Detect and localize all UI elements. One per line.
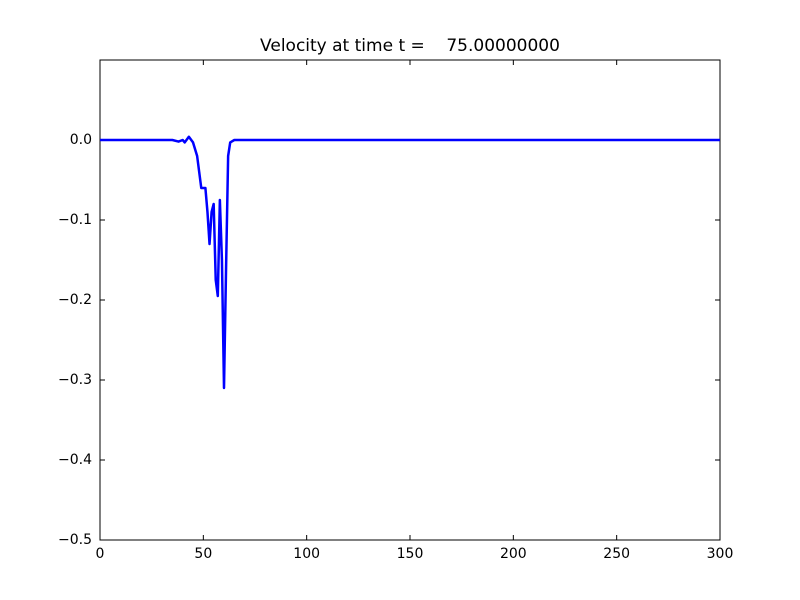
chart-title: Velocity at time t = 75.00000000 — [260, 36, 560, 56]
x-tick-label: 250 — [603, 546, 630, 562]
y-tick-label: −0.4 — [58, 452, 92, 468]
x-tick-label: 0 — [96, 546, 105, 562]
x-tick-label: 300 — [707, 546, 734, 562]
x-tick-label: 100 — [293, 546, 320, 562]
data-line — [100, 135, 720, 390]
y-tick-label: −0.3 — [58, 372, 92, 388]
y-tick-label: −0.2 — [58, 292, 92, 308]
x-tick-label: 150 — [397, 546, 424, 562]
x-tick-label: 200 — [500, 546, 527, 562]
x-tick-label: 50 — [194, 546, 212, 562]
y-tick-label: −0.1 — [58, 212, 92, 228]
y-tick-label: −0.5 — [58, 532, 92, 548]
y-tick-label: 0.0 — [70, 132, 92, 148]
